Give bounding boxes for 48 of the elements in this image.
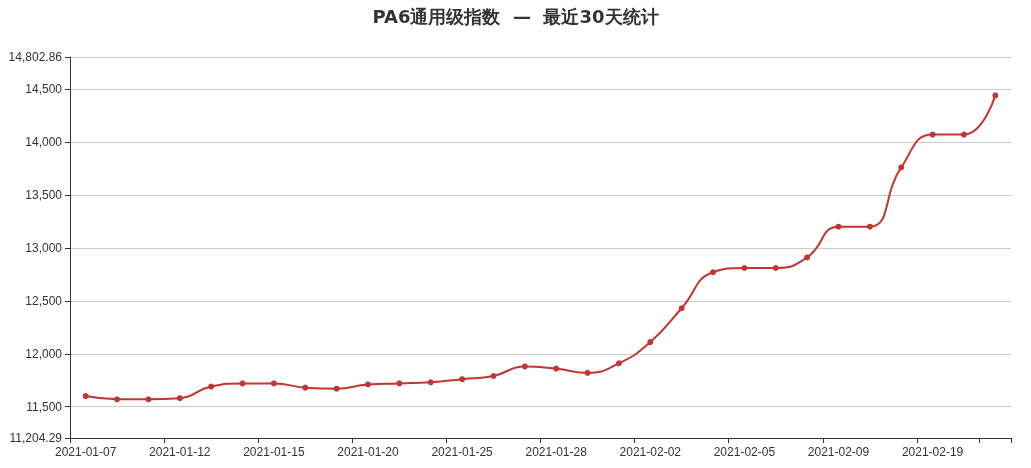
y-tick-label: 14,802.86	[8, 50, 63, 64]
point	[710, 269, 717, 276]
x-tick-label: 2021-01-15	[243, 445, 305, 459]
x-tick-label: 2021-02-05	[713, 445, 776, 459]
point	[584, 369, 591, 376]
point	[364, 381, 371, 388]
point	[553, 365, 560, 372]
point	[145, 396, 152, 403]
point	[804, 254, 811, 261]
point	[898, 164, 905, 171]
x-tick-label: 2021-02-19	[901, 445, 964, 459]
y-tick-label: 12,000	[25, 346, 63, 361]
y-tick-label: 11,500	[26, 399, 63, 414]
y-tick-label: 14,500	[25, 82, 63, 97]
point	[176, 395, 183, 402]
point	[114, 396, 121, 403]
point	[208, 383, 215, 390]
point	[333, 385, 340, 392]
point	[678, 305, 685, 312]
point	[396, 380, 403, 387]
point	[866, 223, 873, 230]
y-tick-label: 13,500	[25, 187, 63, 202]
point	[929, 131, 936, 138]
point	[741, 265, 748, 271]
x-tick-label: 2021-01-12	[149, 445, 211, 459]
x-tick-label: 2021-01-28	[525, 445, 588, 459]
x-tick-label: 2021-01-20	[337, 445, 399, 459]
point	[647, 339, 654, 346]
point	[302, 384, 309, 391]
y-tick-label: 13,000	[25, 240, 63, 255]
y-tick-label: 11,204.29	[9, 431, 63, 445]
point	[459, 376, 466, 383]
x-tick-label: 2021-02-02	[619, 445, 682, 459]
point	[521, 363, 528, 370]
point	[427, 379, 434, 386]
x-tick-label: 2021-02-09	[807, 445, 870, 459]
point	[490, 372, 497, 379]
point	[772, 265, 779, 271]
y-tick-label: 14,000	[25, 135, 63, 149]
point	[82, 393, 89, 400]
y-tick-label: 12,500	[25, 293, 63, 308]
point	[270, 380, 277, 387]
point	[960, 131, 967, 138]
x-tick-label: 2021-01-07	[54, 445, 117, 459]
chart-title: PA6通用级指数 — 最近30天统计	[372, 5, 659, 27]
point	[992, 92, 999, 99]
point	[615, 360, 622, 367]
x-tick-label: 2021-01-25	[431, 445, 494, 459]
